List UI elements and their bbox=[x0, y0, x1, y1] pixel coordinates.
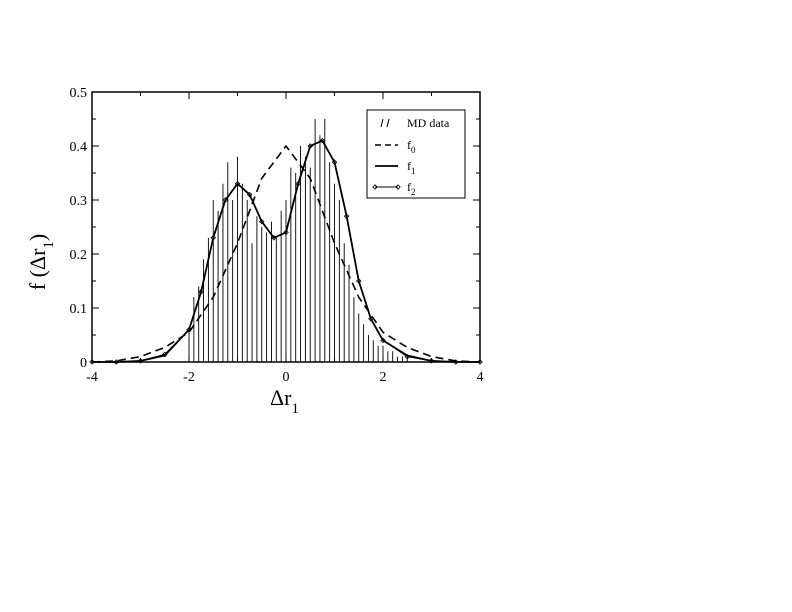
series-f2-line bbox=[92, 140, 480, 363]
y-tick-label: 0 bbox=[80, 356, 87, 371]
legend-md-label: MD data bbox=[407, 116, 450, 130]
legend-f2-marker bbox=[395, 184, 401, 190]
legend-f2-label: f2 bbox=[407, 180, 416, 197]
legend-f0-label: f0 bbox=[407, 138, 416, 155]
legend-md-symbol bbox=[386, 118, 390, 128]
x-tick-label: 4 bbox=[477, 370, 484, 385]
series-f2-marker bbox=[380, 337, 386, 344]
y-tick-label: 0.3 bbox=[70, 194, 88, 209]
legend-box bbox=[366, 109, 466, 199]
axis-ticks bbox=[91, 91, 481, 363]
series-f2-marker bbox=[186, 326, 192, 333]
y-axis-label-main: f (Δr bbox=[25, 248, 50, 290]
y-tick-label: 0.5 bbox=[70, 86, 88, 101]
x-axis-label: Δr1 bbox=[270, 385, 299, 417]
y-tick-label: 0.1 bbox=[70, 302, 88, 317]
y-axis-label-end: ) bbox=[25, 234, 50, 241]
series-f2-marker bbox=[246, 191, 253, 198]
x-tick-label: 2 bbox=[380, 370, 387, 385]
series-f0-line bbox=[91, 145, 481, 363]
series-f2-marker bbox=[295, 181, 301, 187]
x-tick-label: -2 bbox=[183, 370, 195, 385]
series-f2-marker bbox=[198, 289, 204, 295]
series-f2-marker bbox=[210, 235, 217, 241]
series-f2-marker bbox=[161, 351, 168, 358]
legend-md-symbol bbox=[380, 118, 384, 128]
series-f2-marker bbox=[234, 181, 241, 187]
y-tick-label: 0.2 bbox=[70, 248, 88, 263]
legend: MD data f0 f1 f2 bbox=[366, 109, 466, 199]
legend-f2-marker bbox=[372, 184, 378, 190]
series-f2-marker bbox=[222, 197, 229, 203]
x-tick-label: -4 bbox=[86, 370, 98, 385]
series-f2-marker bbox=[331, 159, 338, 165]
x-axis-label-sub: 1 bbox=[291, 401, 299, 417]
series-f2-marker bbox=[404, 353, 411, 360]
x-tick-label: 0 bbox=[283, 370, 290, 385]
tick-labels: -4 -2 0 2 4 0 0.1 0.2 0.3 0.4 0.5 bbox=[70, 86, 484, 385]
y-axis-label-sub: 1 bbox=[41, 241, 57, 249]
x-axis-label-main: Δr bbox=[270, 385, 292, 410]
y-tick-label: 0.4 bbox=[70, 140, 88, 155]
series-f2-marker bbox=[343, 213, 350, 219]
legend-f1-label: f1 bbox=[407, 159, 416, 176]
series-f2-marker bbox=[307, 143, 314, 149]
series-f2-marker bbox=[271, 235, 277, 241]
series-f2-marker bbox=[319, 137, 326, 144]
series-f2-marker bbox=[355, 278, 362, 284]
series-lines bbox=[89, 137, 483, 365]
series-f2-marker bbox=[368, 316, 374, 322]
series-f2-marker bbox=[258, 218, 265, 225]
series-f2-marker bbox=[283, 229, 289, 236]
histogram-bars bbox=[188, 119, 408, 362]
y-axis-label: f (Δr1) bbox=[25, 234, 57, 290]
